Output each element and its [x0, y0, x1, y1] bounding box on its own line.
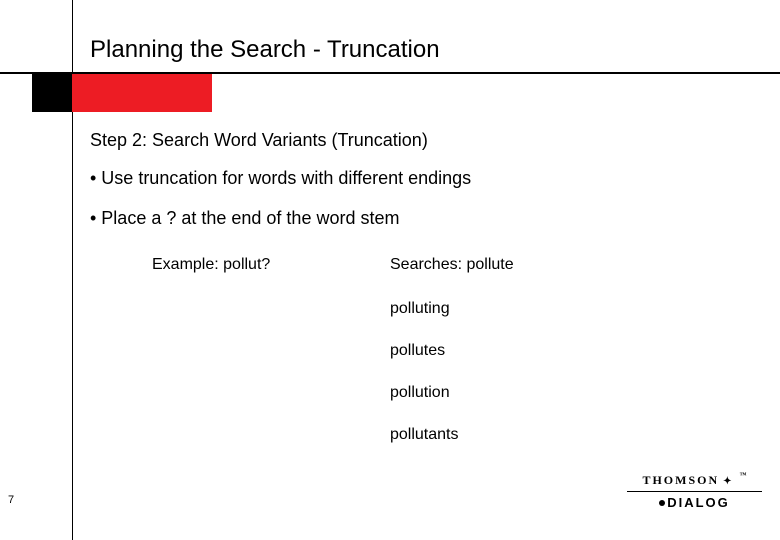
step-subtitle: Step 2: Search Word Variants (Truncation… [90, 130, 428, 151]
bullet-item-2: • Place a ? at the end of the word stem [90, 208, 399, 229]
search-result-1: polluting [390, 300, 450, 318]
dot-icon [659, 500, 665, 506]
logo-divider [627, 491, 762, 492]
star-icon: ✦ [723, 476, 733, 487]
black-accent-box [32, 74, 72, 112]
thomson-dialog-logo: THOMSON ✦ ™ DIALOG [627, 473, 762, 510]
trademark-icon: ™ [740, 471, 749, 479]
logo-top-text: THOMSON [642, 473, 719, 487]
searches-label: Searches: pollute [390, 256, 514, 274]
page-number: 7 [8, 494, 14, 506]
search-result-3: pollution [390, 384, 450, 402]
slide-title: Planning the Search - Truncation [90, 36, 440, 64]
search-result-4: pollutants [390, 426, 459, 444]
logo-bottom-text: DIALOG [667, 495, 730, 510]
logo-thomson-text: THOMSON ✦ ™ [627, 473, 762, 488]
logo-dialog-text: DIALOG [627, 495, 762, 510]
example-label: Example: pollut? [152, 256, 270, 274]
bullet-item-1: • Use truncation for words with differen… [90, 168, 471, 189]
search-result-2: pollutes [390, 342, 445, 360]
